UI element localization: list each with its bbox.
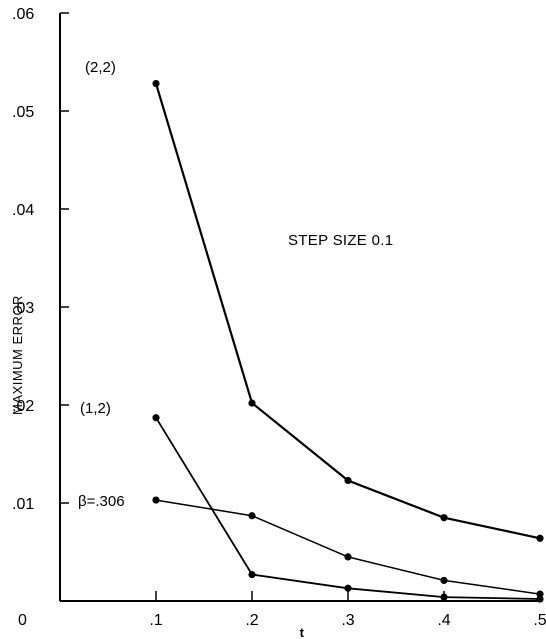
step-size-annotation: STEP SIZE 0.1 (288, 232, 393, 249)
series-line (154, 83, 541, 540)
data-point (440, 514, 448, 522)
x-tick-label: .5 (533, 612, 546, 629)
series-line (155, 499, 541, 595)
data-point (152, 79, 160, 88)
data-point (152, 496, 160, 504)
data-point (344, 584, 352, 592)
series-label-2-2: (2,2) (85, 59, 116, 76)
data-point (536, 590, 544, 598)
axes: .01 .02 .03 .04 .05 .06 .1 .2 .3 .4 .5 0 (12, 6, 546, 629)
data-point (152, 414, 160, 422)
labels: MAXIMUM ERROR t STEP SIZE 0.1 (2,2) (1,2… (10, 59, 393, 639)
series-line (155, 417, 541, 600)
data-point (440, 593, 448, 601)
y-tick-label: .06 (12, 6, 34, 23)
y-tick-label: .01 (12, 496, 34, 513)
y-axis-title: MAXIMUM ERROR (10, 295, 25, 415)
x-origin-label: 0 (18, 612, 27, 629)
x-tick-label: .2 (245, 612, 258, 629)
y-tick-label: .04 (12, 202, 34, 219)
x-axis-title: t (300, 625, 305, 639)
y-tick-label: .03 (12, 300, 34, 317)
series-lines (154, 83, 541, 600)
x-tick-label: .1 (149, 612, 162, 629)
x-tick-label: .3 (341, 612, 354, 629)
data-point (248, 512, 256, 520)
y-tick-label: .05 (12, 104, 34, 121)
data-point (248, 570, 256, 579)
series-label-1-2: (1,2) (80, 400, 111, 417)
data-point (344, 553, 352, 561)
series-label-beta: β=.306 (78, 493, 125, 510)
y-tick-label: .02 (12, 398, 34, 415)
data-point (440, 576, 448, 585)
series-points (152, 79, 544, 603)
x-tick-label: .4 (437, 612, 450, 629)
data-point (344, 476, 352, 485)
data-point (248, 399, 256, 407)
data-point (536, 534, 544, 542)
